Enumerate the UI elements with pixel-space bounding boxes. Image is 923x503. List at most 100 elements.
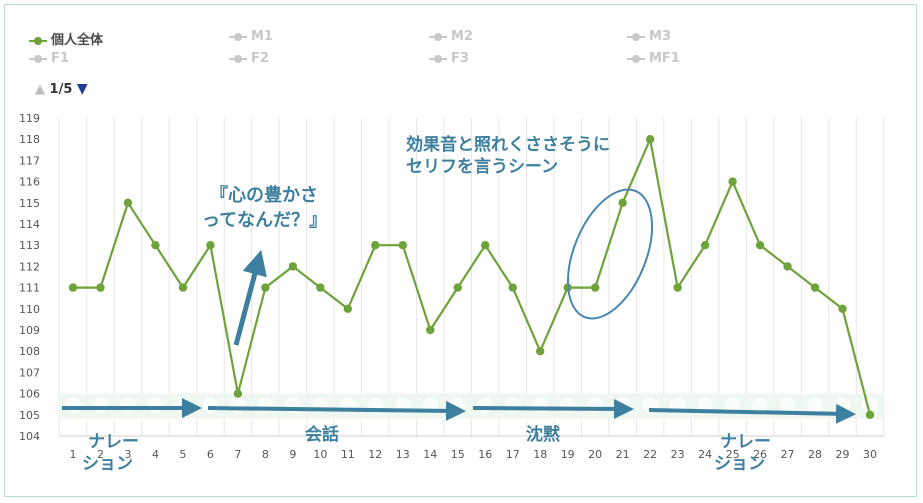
line-marker-icon xyxy=(627,54,645,64)
line-marker-icon xyxy=(229,54,247,64)
band-circle xyxy=(559,397,576,414)
segment-label-text: 会話 xyxy=(305,425,339,445)
band-circle xyxy=(532,397,549,414)
x-tick-label: 7 xyxy=(234,448,241,461)
segment-label-line-2: ション xyxy=(82,454,133,474)
annotation-sfx-line-2: セリフを言うシーン xyxy=(406,157,559,177)
segment-arrow-conversation xyxy=(207,400,466,421)
annotation-sfx: 効果音と照れくささそうに セリフを言うシーン xyxy=(406,134,610,178)
data-point xyxy=(838,304,847,313)
x-tick-label: 28 xyxy=(808,448,822,461)
legend-label: F2 xyxy=(251,51,269,66)
data-point xyxy=(728,177,737,186)
annotation-sfx-line-1: 効果音と照れくささそうに xyxy=(406,135,610,155)
x-tick-label: 27 xyxy=(781,448,795,461)
x-tick-label: 26 xyxy=(753,448,767,461)
band-circle xyxy=(807,397,824,414)
x-tick-label: 5 xyxy=(179,448,186,461)
segment-label-line-1: ナレー xyxy=(88,432,139,452)
data-point xyxy=(700,241,710,250)
x-tick-label: 9 xyxy=(289,448,296,461)
line-marker-icon xyxy=(29,36,47,46)
data-point xyxy=(453,283,462,292)
legend-item-f3[interactable]: F3 xyxy=(429,51,469,66)
legend-item-m3[interactable]: M3 xyxy=(627,29,671,44)
legend-item-m2[interactable]: M2 xyxy=(429,29,473,44)
triangle-down-icon[interactable]: ▼ xyxy=(76,81,88,97)
data-point xyxy=(371,241,380,250)
y-tick-label: 119 xyxy=(19,112,40,125)
x-tick-label: 6 xyxy=(207,448,214,461)
legend-item-f2[interactable]: F2 xyxy=(229,51,269,66)
segment-label-silence: 沈黙 xyxy=(526,424,560,446)
data-point xyxy=(261,283,270,292)
x-tick-label: 24 xyxy=(698,448,712,461)
data-point xyxy=(783,262,792,271)
x-tick-label: 17 xyxy=(506,448,520,461)
triangle-up-icon[interactable]: ▲ xyxy=(35,82,45,97)
x-tick-label: 21 xyxy=(616,448,630,461)
data-point xyxy=(178,283,188,292)
y-tick-label: 117 xyxy=(19,154,40,167)
line-marker-icon xyxy=(229,32,247,42)
legend-pager: ▲ 1/5 ▼ xyxy=(35,81,88,97)
data-point xyxy=(288,262,298,271)
x-tick-label: 13 xyxy=(396,448,410,461)
y-tick-label: 105 xyxy=(19,409,40,422)
x-tick-label: 4 xyxy=(152,448,159,461)
data-point xyxy=(645,135,655,144)
data-point xyxy=(233,389,243,398)
data-point xyxy=(590,283,600,292)
band-circle xyxy=(92,397,109,414)
line-marker-icon xyxy=(429,32,447,42)
legend-label: M2 xyxy=(451,29,473,44)
axes: 1041051061071081091101111121131141151161… xyxy=(19,112,877,461)
segment-label-narration-1: ナレー ション xyxy=(82,431,139,475)
y-tick-label: 104 xyxy=(19,430,40,443)
data-point xyxy=(123,198,133,207)
data-point xyxy=(343,304,353,313)
band-circle xyxy=(65,397,81,414)
legend-label: F1 xyxy=(51,51,69,66)
data-point xyxy=(398,241,407,250)
x-tick-label: 22 xyxy=(643,448,657,461)
data-point xyxy=(481,241,490,250)
grid xyxy=(58,118,885,437)
data-point xyxy=(755,241,765,250)
x-tick-label: 12 xyxy=(368,448,382,461)
x-tick-label: 3 xyxy=(124,448,131,461)
y-tick-label: 112 xyxy=(19,260,40,273)
annotation-quote: 『心の豊かさ ってなんだ？』 xyxy=(202,183,327,233)
band-circle xyxy=(477,397,494,414)
legend-label: 個人全体 xyxy=(51,33,104,48)
band-circle xyxy=(834,397,851,414)
segment-arrow-narration-2 xyxy=(648,403,856,424)
segment-label-text: 沈黙 xyxy=(526,425,560,445)
legend-item-mf1[interactable]: MF1 xyxy=(627,51,680,66)
band-circle xyxy=(724,397,741,414)
x-tick-label: 19 xyxy=(561,448,575,461)
x-tick-label: 8 xyxy=(262,448,269,461)
legend-label: M3 xyxy=(649,29,671,44)
segment-label-narration-2: ナレー ション xyxy=(714,431,771,475)
x-tick-label: 15 xyxy=(451,448,465,461)
legend-item-f1[interactable]: F1 xyxy=(29,51,69,66)
x-tick-label: 29 xyxy=(836,448,850,461)
y-tick-label: 111 xyxy=(19,282,40,295)
line-marker-icon xyxy=(429,54,447,64)
y-tick-label: 118 xyxy=(19,133,40,146)
data-point xyxy=(206,241,215,250)
legend-label: MF1 xyxy=(649,51,680,66)
legend-label: F3 xyxy=(451,51,469,66)
band-circle xyxy=(119,397,136,414)
band-circle xyxy=(257,397,274,414)
data-point xyxy=(151,241,160,250)
legend-item-m1[interactable]: M1 xyxy=(229,29,273,44)
data-point xyxy=(673,283,682,292)
y-tick-label: 115 xyxy=(19,197,40,210)
rise-arrow xyxy=(233,249,267,346)
annotation-quote-line-2: ってなんだ？』 xyxy=(202,210,328,231)
legend-item-overall[interactable]: 個人全体 xyxy=(29,29,103,48)
band-circle xyxy=(229,397,246,414)
